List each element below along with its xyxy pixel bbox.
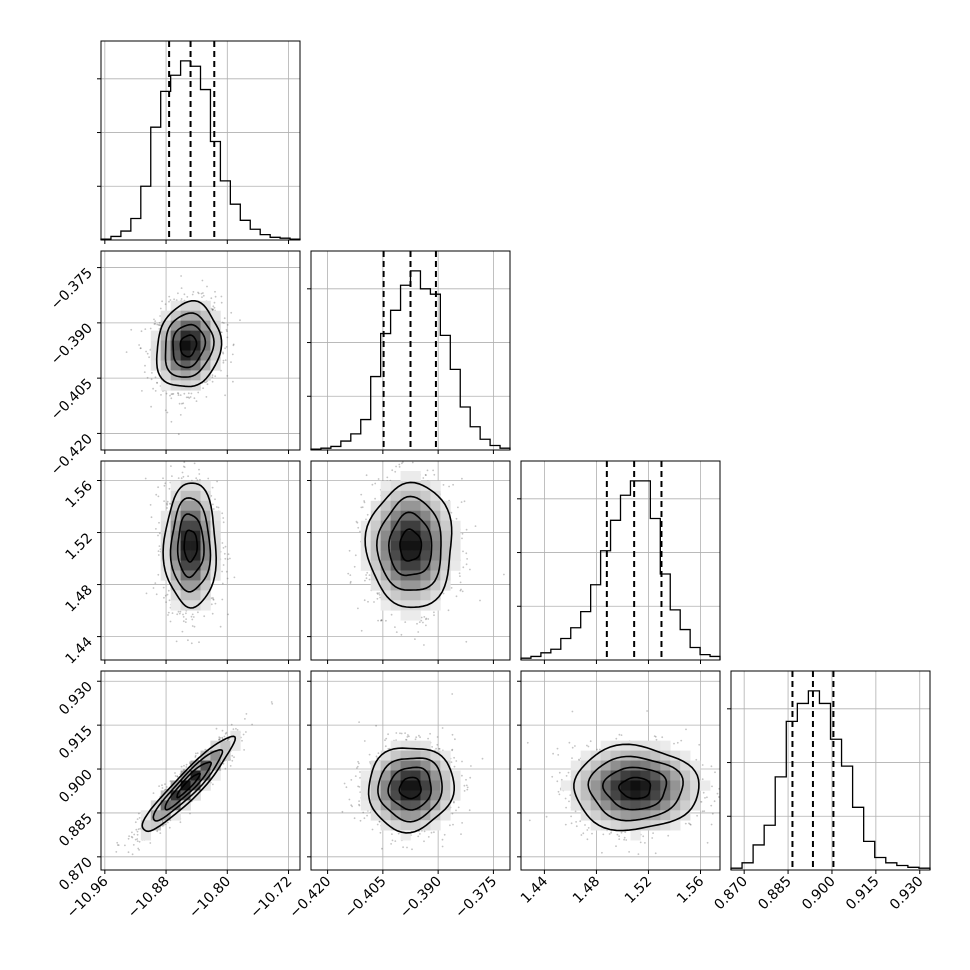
contour-line	[152, 748, 224, 822]
x-tick-label: −10.88	[125, 874, 173, 922]
y-tick-label: −0.420	[48, 431, 96, 479]
panel-frame	[520, 670, 721, 871]
contour-line	[587, 755, 684, 822]
panels-layer: −10.96 −10.88 −10.80 −10.72−0.420 −0.405 −0.3…	[48, 40, 931, 922]
panel-frame	[310, 460, 511, 661]
x-tick-label: 0.870	[711, 874, 751, 914]
contour-line	[387, 766, 432, 811]
contour-line	[387, 511, 433, 577]
joint-panel	[100, 670, 301, 871]
histogram-panel	[307, 250, 511, 451]
x-tick-label: 0.930	[887, 874, 927, 914]
y-tick-label: 0.885	[56, 810, 96, 850]
contour-line	[573, 743, 700, 832]
y-tick-label: 1.44	[62, 634, 95, 667]
contour-line	[367, 747, 455, 834]
y-tick-label: 0.930	[56, 679, 96, 719]
contour-line	[176, 513, 205, 579]
x-tick-label: −0.420	[286, 874, 334, 922]
x-tick-label: −0.375	[452, 874, 500, 922]
panel-frame	[100, 670, 301, 871]
joint-panel	[310, 460, 511, 661]
x-tick-label: 1.52	[622, 874, 655, 907]
histogram-panel	[727, 670, 931, 871]
contour-line	[364, 481, 453, 609]
y-tick-label: −0.390	[48, 320, 96, 368]
contour-line	[377, 757, 443, 823]
x-tick-label: 0.915	[843, 874, 883, 914]
panel-frame	[310, 250, 511, 451]
y-tick-label: 1.56	[62, 478, 95, 511]
y-tick-label: 0.915	[56, 723, 96, 763]
contour-line	[164, 312, 215, 378]
contour-line	[172, 323, 207, 369]
panel-frame	[520, 460, 721, 661]
contour-line	[601, 766, 668, 811]
joint-panel	[100, 250, 301, 451]
histogram-step	[100, 60, 301, 240]
contour-line	[183, 529, 198, 563]
y-tick-label: −0.375	[48, 265, 96, 313]
y-tick-label: −0.405	[48, 376, 96, 424]
x-tick-label: 1.44	[518, 873, 551, 906]
panel-frame	[100, 250, 301, 451]
contour-line	[375, 495, 442, 591]
panel-frame	[100, 40, 301, 241]
contour-line	[169, 497, 212, 593]
x-tick-label: 0.900	[799, 874, 839, 914]
x-tick-label: −10.80	[186, 874, 234, 922]
joint-panel	[520, 670, 721, 871]
x-tick-label: 1.48	[570, 874, 603, 907]
contour-line	[162, 482, 218, 609]
y-tick-label: 1.52	[62, 530, 95, 563]
contour-line	[176, 772, 201, 799]
joint-panel	[310, 670, 511, 871]
contour-line	[399, 528, 423, 562]
contour-line	[179, 334, 198, 358]
y-tick-label: 0.900	[56, 767, 96, 807]
contour-line	[617, 776, 652, 800]
histogram-step	[310, 270, 511, 450]
x-tick-label: 0.885	[755, 874, 795, 914]
histogram-step	[730, 690, 931, 870]
histogram-panel	[517, 460, 721, 661]
joint-panel	[100, 460, 301, 661]
contour-line	[164, 761, 213, 811]
contour-line	[141, 735, 237, 833]
contour-line	[155, 300, 223, 388]
panel-frame	[100, 460, 301, 661]
panel-frame	[730, 670, 931, 871]
x-tick-label: −0.390	[397, 874, 445, 922]
contour-line	[398, 776, 422, 800]
x-tick-label: −0.405	[342, 874, 390, 922]
histogram-panel	[97, 40, 301, 241]
panel-frame	[310, 670, 511, 871]
x-tick-label: −10.72	[247, 874, 295, 922]
x-tick-label: 1.56	[674, 873, 707, 906]
y-tick-label: 1.48	[62, 582, 95, 615]
histogram-step	[520, 480, 721, 660]
